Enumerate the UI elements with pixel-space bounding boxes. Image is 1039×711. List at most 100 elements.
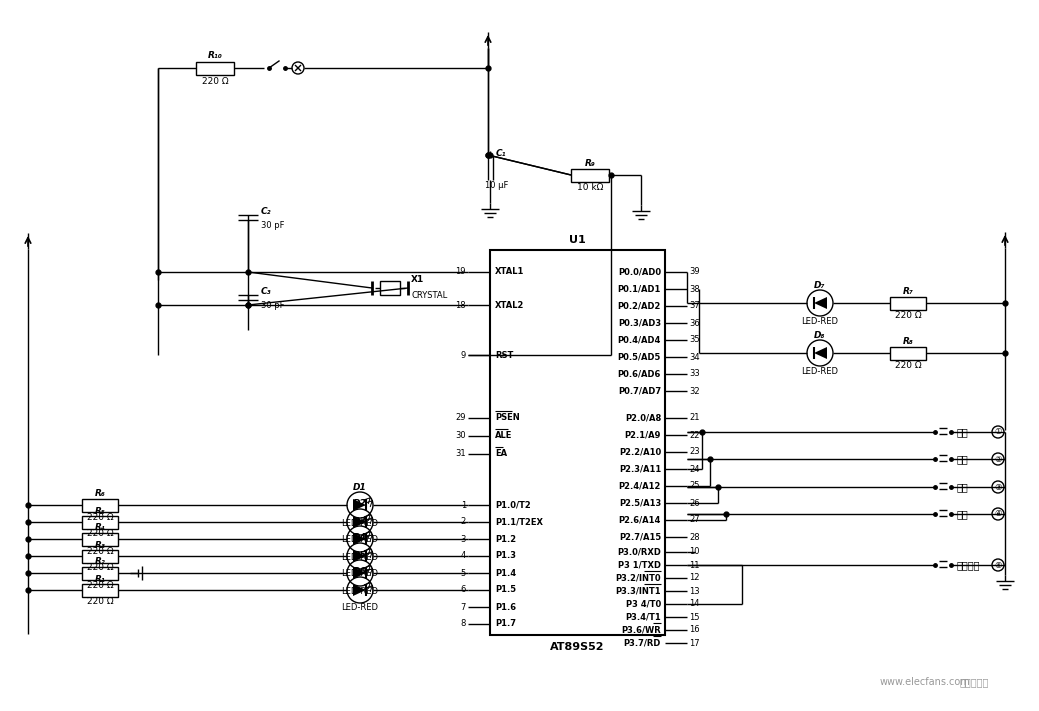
Text: ④: ④ — [994, 510, 1002, 518]
Polygon shape — [353, 499, 366, 511]
Bar — [82, 550, 118, 563]
Bar — [890, 347, 926, 360]
Text: 220 Ω: 220 Ω — [895, 360, 922, 370]
Text: P2.0/A8: P2.0/A8 — [624, 414, 661, 422]
Text: C₃: C₃ — [261, 287, 271, 296]
Text: P2.5/A13: P2.5/A13 — [619, 498, 661, 508]
Text: D3: D3 — [353, 516, 367, 525]
Text: 30 pF: 30 pF — [261, 222, 285, 230]
Text: 21: 21 — [689, 414, 699, 422]
Text: 35: 35 — [689, 336, 699, 345]
Text: XTAL2: XTAL2 — [495, 301, 525, 309]
Text: P3.4/T1: P3.4/T1 — [625, 612, 661, 621]
Text: 14: 14 — [689, 599, 699, 609]
Text: LED-RED: LED-RED — [342, 535, 378, 545]
Text: 220 Ω: 220 Ω — [86, 580, 113, 589]
Text: P1.2: P1.2 — [495, 535, 516, 543]
Text: R₈: R₈ — [903, 338, 913, 346]
Text: 9: 9 — [460, 351, 467, 360]
Text: R₁: R₁ — [95, 574, 105, 584]
Text: P1.7: P1.7 — [495, 619, 516, 629]
Text: P1.3: P1.3 — [495, 552, 516, 560]
Text: 39: 39 — [689, 267, 699, 277]
Text: 右转: 右转 — [957, 454, 968, 464]
Text: 29: 29 — [455, 414, 467, 422]
Text: 28: 28 — [689, 533, 699, 542]
Bar — [82, 533, 118, 546]
Bar — [380, 281, 400, 295]
Text: 27: 27 — [689, 515, 699, 525]
Text: 220 Ω: 220 Ω — [86, 564, 113, 572]
Text: 12: 12 — [689, 574, 699, 582]
Text: P3.3/INT1: P3.3/INT1 — [615, 587, 661, 596]
Text: U1: U1 — [568, 235, 585, 245]
Text: P3 1/TXD: P3 1/TXD — [618, 560, 661, 570]
Text: EA: EA — [495, 449, 507, 459]
Text: PSEN: PSEN — [495, 414, 520, 422]
Text: D6: D6 — [353, 567, 367, 577]
Bar — [82, 567, 118, 580]
Text: ⑤: ⑤ — [994, 560, 1002, 570]
Text: 36: 36 — [689, 319, 699, 328]
Text: P3.7/RD: P3.7/RD — [623, 638, 661, 648]
Polygon shape — [353, 584, 366, 596]
Text: P2.4/A12: P2.4/A12 — [618, 481, 661, 491]
Text: R₇: R₇ — [903, 287, 913, 296]
Bar — [571, 169, 609, 182]
Text: ③: ③ — [994, 483, 1002, 491]
Bar — [890, 297, 926, 310]
Polygon shape — [814, 297, 827, 309]
Text: LED-RED: LED-RED — [801, 316, 838, 326]
Text: P0.7/AD7: P0.7/AD7 — [618, 387, 661, 395]
Text: P3.2/INT0: P3.2/INT0 — [615, 574, 661, 582]
Bar — [490, 250, 665, 635]
Text: P1.0/T2: P1.0/T2 — [495, 501, 531, 510]
Text: 1: 1 — [460, 501, 467, 510]
Text: 检查: 检查 — [957, 482, 968, 492]
Text: 10 kΩ: 10 kΩ — [577, 183, 604, 193]
Polygon shape — [353, 550, 366, 562]
Text: R₁₀: R₁₀ — [208, 51, 222, 60]
Bar — [196, 62, 234, 75]
Text: R₆: R₆ — [95, 489, 105, 498]
Text: P0.5/AD5: P0.5/AD5 — [617, 353, 661, 361]
Text: LED-RED: LED-RED — [342, 587, 378, 596]
Text: X1: X1 — [411, 275, 424, 284]
Bar — [82, 516, 118, 529]
Text: LED-RED: LED-RED — [342, 552, 378, 562]
Text: 左转: 左转 — [957, 427, 968, 437]
Text: 220 Ω: 220 Ω — [86, 530, 113, 538]
Text: D2: D2 — [353, 500, 367, 508]
Text: 32: 32 — [689, 387, 699, 395]
Text: P3 4/T0: P3 4/T0 — [625, 599, 661, 609]
Polygon shape — [814, 347, 827, 359]
Text: P2.1/A9: P2.1/A9 — [624, 430, 661, 439]
Text: P2.6/A14: P2.6/A14 — [618, 515, 661, 525]
Text: R₄: R₄ — [95, 523, 105, 533]
Text: D5: D5 — [353, 550, 367, 560]
Text: RST: RST — [495, 351, 513, 360]
Text: C₁: C₁ — [496, 149, 507, 158]
Text: 8: 8 — [460, 619, 467, 629]
Text: P2.7/A15: P2.7/A15 — [619, 533, 661, 542]
Text: 22: 22 — [689, 430, 699, 439]
Bar — [82, 499, 118, 512]
Text: 220 Ω: 220 Ω — [895, 311, 922, 319]
Text: 4: 4 — [460, 552, 467, 560]
Text: 10: 10 — [689, 547, 699, 557]
Text: P2.3/A11: P2.3/A11 — [619, 464, 661, 474]
Polygon shape — [353, 516, 366, 528]
Text: 23: 23 — [689, 447, 699, 456]
Text: R₉: R₉ — [585, 159, 595, 168]
Text: D4: D4 — [353, 533, 367, 542]
Text: 19: 19 — [455, 267, 467, 277]
Text: R₂: R₂ — [95, 557, 105, 567]
Text: 30: 30 — [455, 432, 467, 441]
Text: 220 Ω: 220 Ω — [86, 547, 113, 555]
Text: 2: 2 — [460, 518, 467, 527]
Text: P1.5: P1.5 — [495, 585, 516, 594]
Text: 16: 16 — [689, 626, 699, 634]
Text: 17: 17 — [689, 638, 699, 648]
Bar — [82, 584, 118, 597]
Text: www.elecfans.com: www.elecfans.com — [880, 677, 970, 687]
